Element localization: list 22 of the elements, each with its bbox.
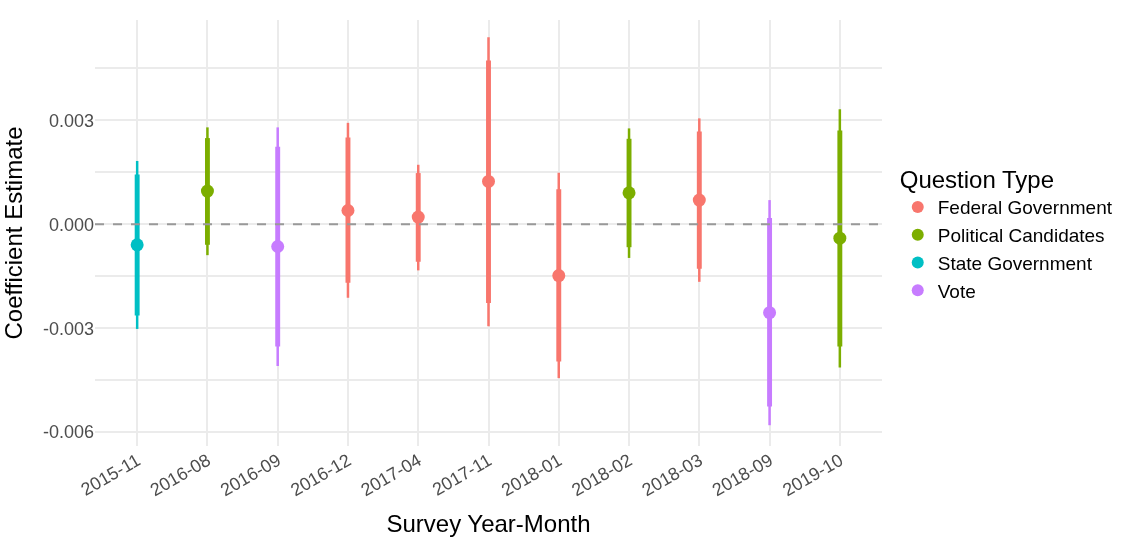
x-axis-title: Survey Year-Month [386,509,591,537]
y-tick-label: 0.000 [48,214,94,235]
point [763,306,777,320]
point [411,210,425,224]
point [200,184,214,198]
legend-label: State Government [937,252,1093,274]
point [833,231,847,245]
legend-label: Political Candidates [937,225,1105,247]
y-tick-label: -0.003 [42,318,94,339]
legend-label: Federal Government [937,197,1113,219]
point [271,240,285,253]
y-axis-title: Coefficient Estimate [0,126,27,340]
point [341,203,355,217]
point [552,269,566,283]
point [622,186,636,200]
legend-label: Vote [937,280,976,302]
point [482,174,495,188]
y-tick-label: 0.003 [48,110,94,131]
point [130,238,144,252]
y-tick-label: -0.006 [42,422,94,443]
legend-title: Question Type [899,166,1055,194]
point [692,193,706,207]
